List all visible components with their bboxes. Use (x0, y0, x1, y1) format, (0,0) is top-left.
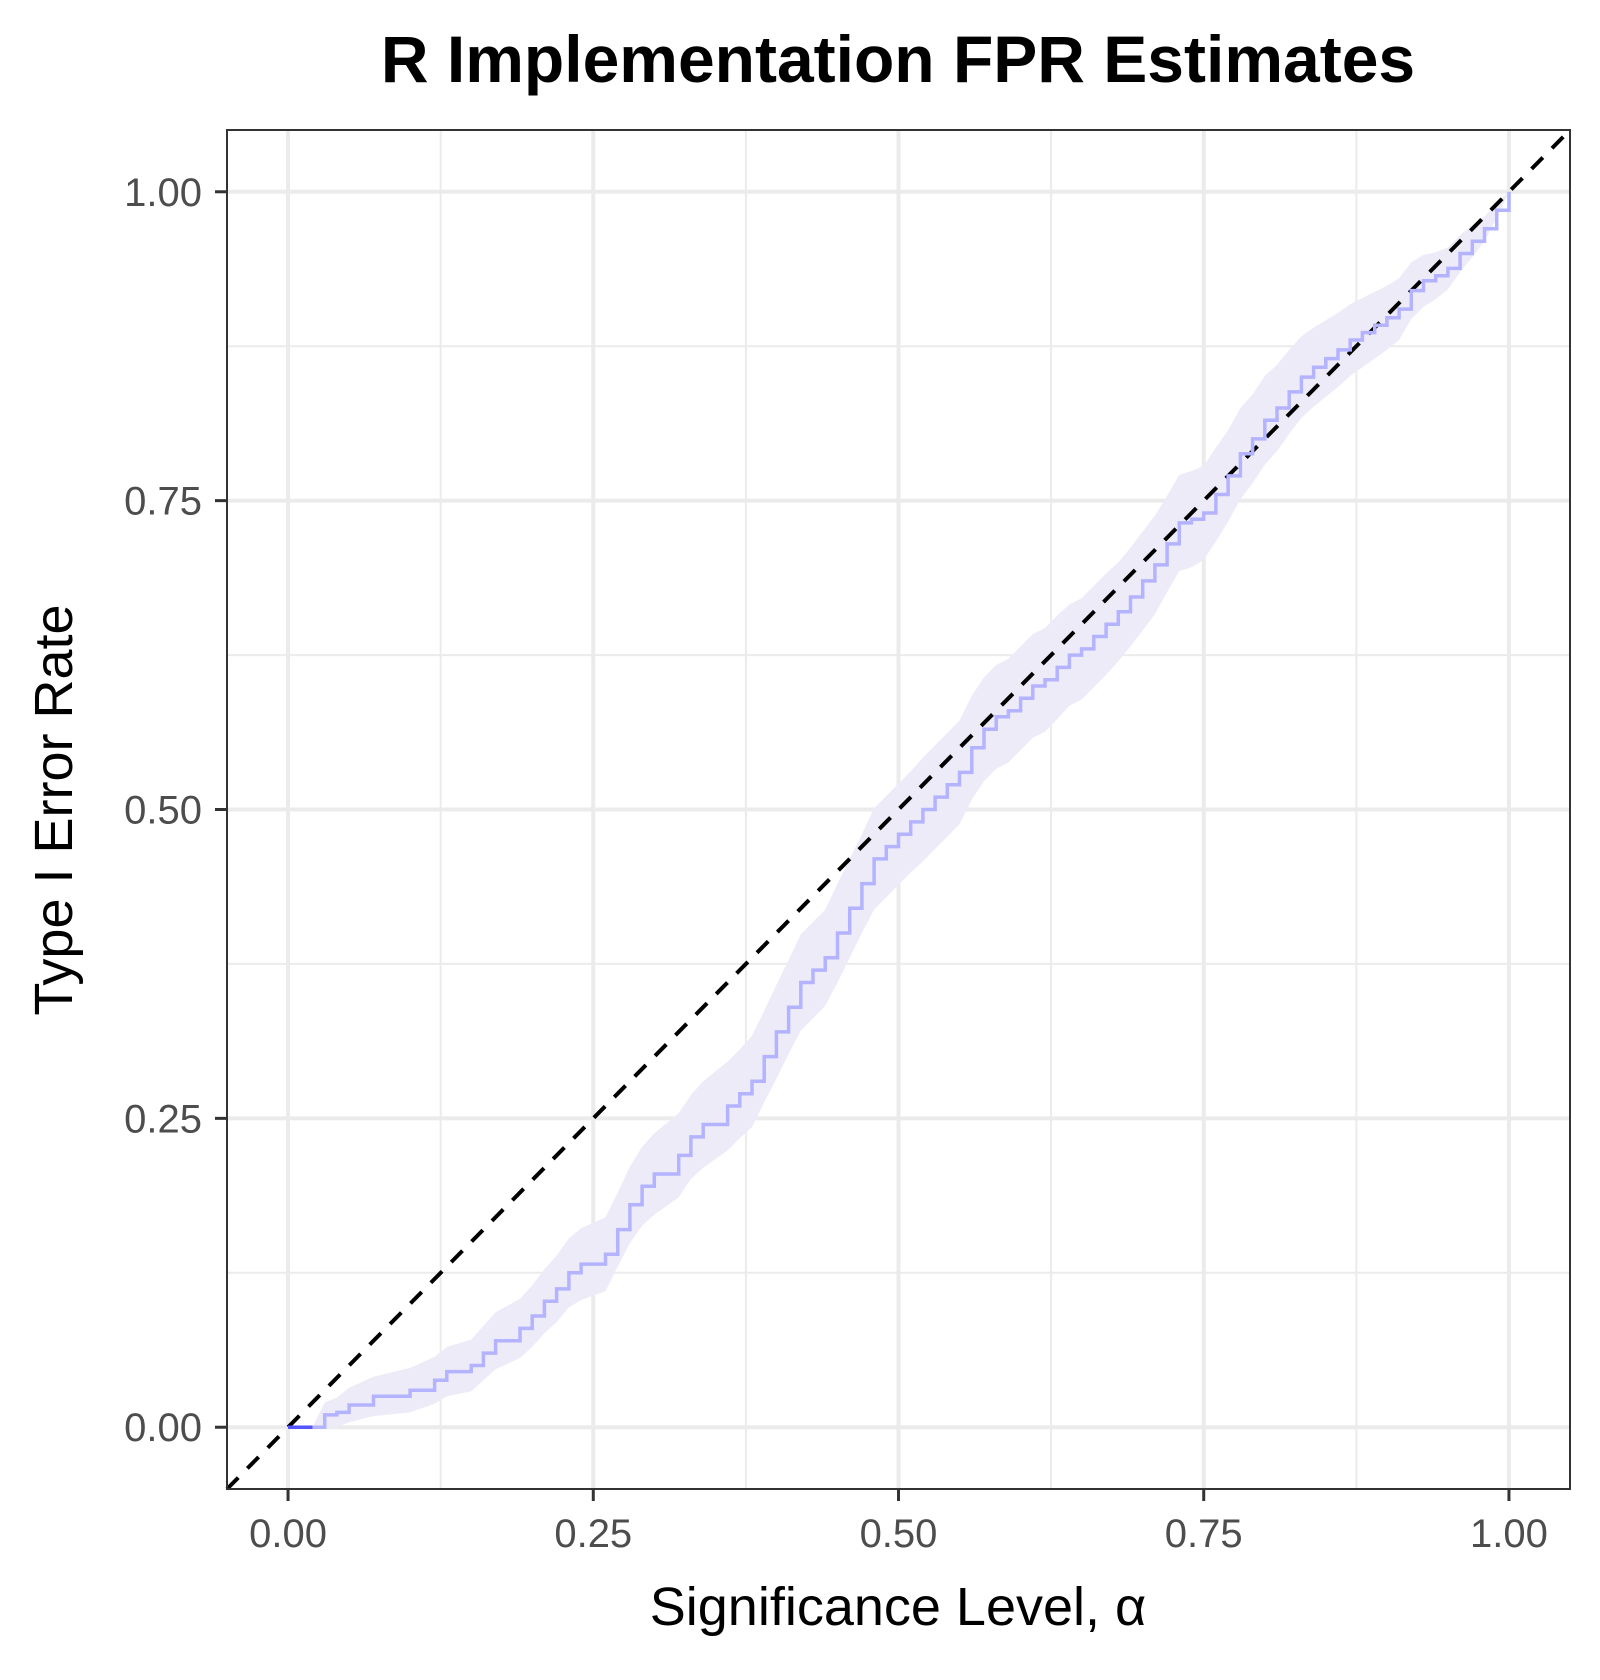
x-tick-label: 0.50 (860, 1512, 938, 1556)
x-tick-label: 1.00 (1470, 1512, 1548, 1556)
y-tick-label: 0.25 (124, 1097, 202, 1141)
y-tick-label: 0.75 (124, 480, 202, 524)
y-axis-title: Type I Error Rate (24, 604, 84, 1015)
y-axis: 0.00 0.25 0.50 0.75 1.00 (124, 171, 227, 1450)
x-tick-label: 0.25 (554, 1512, 632, 1556)
confidence-band (288, 191, 1509, 1428)
chart-title: R Implementation FPR Estimates (381, 22, 1415, 96)
y-tick-label: 0.00 (124, 1406, 202, 1450)
y-tick-label: 1.00 (124, 171, 202, 215)
confidence-band-layer (288, 191, 1509, 1428)
estimate-line-layer (288, 191, 1511, 1429)
y-tick-label: 0.50 (124, 789, 202, 833)
x-tick-label: 0.75 (1165, 1512, 1243, 1556)
x-axis: 0.00 0.25 0.50 0.75 1.00 (249, 1489, 1548, 1556)
x-axis-title: Significance Level, α (650, 1577, 1147, 1637)
x-tick-label: 0.00 (249, 1512, 327, 1556)
estimate-line (288, 191, 1511, 1429)
